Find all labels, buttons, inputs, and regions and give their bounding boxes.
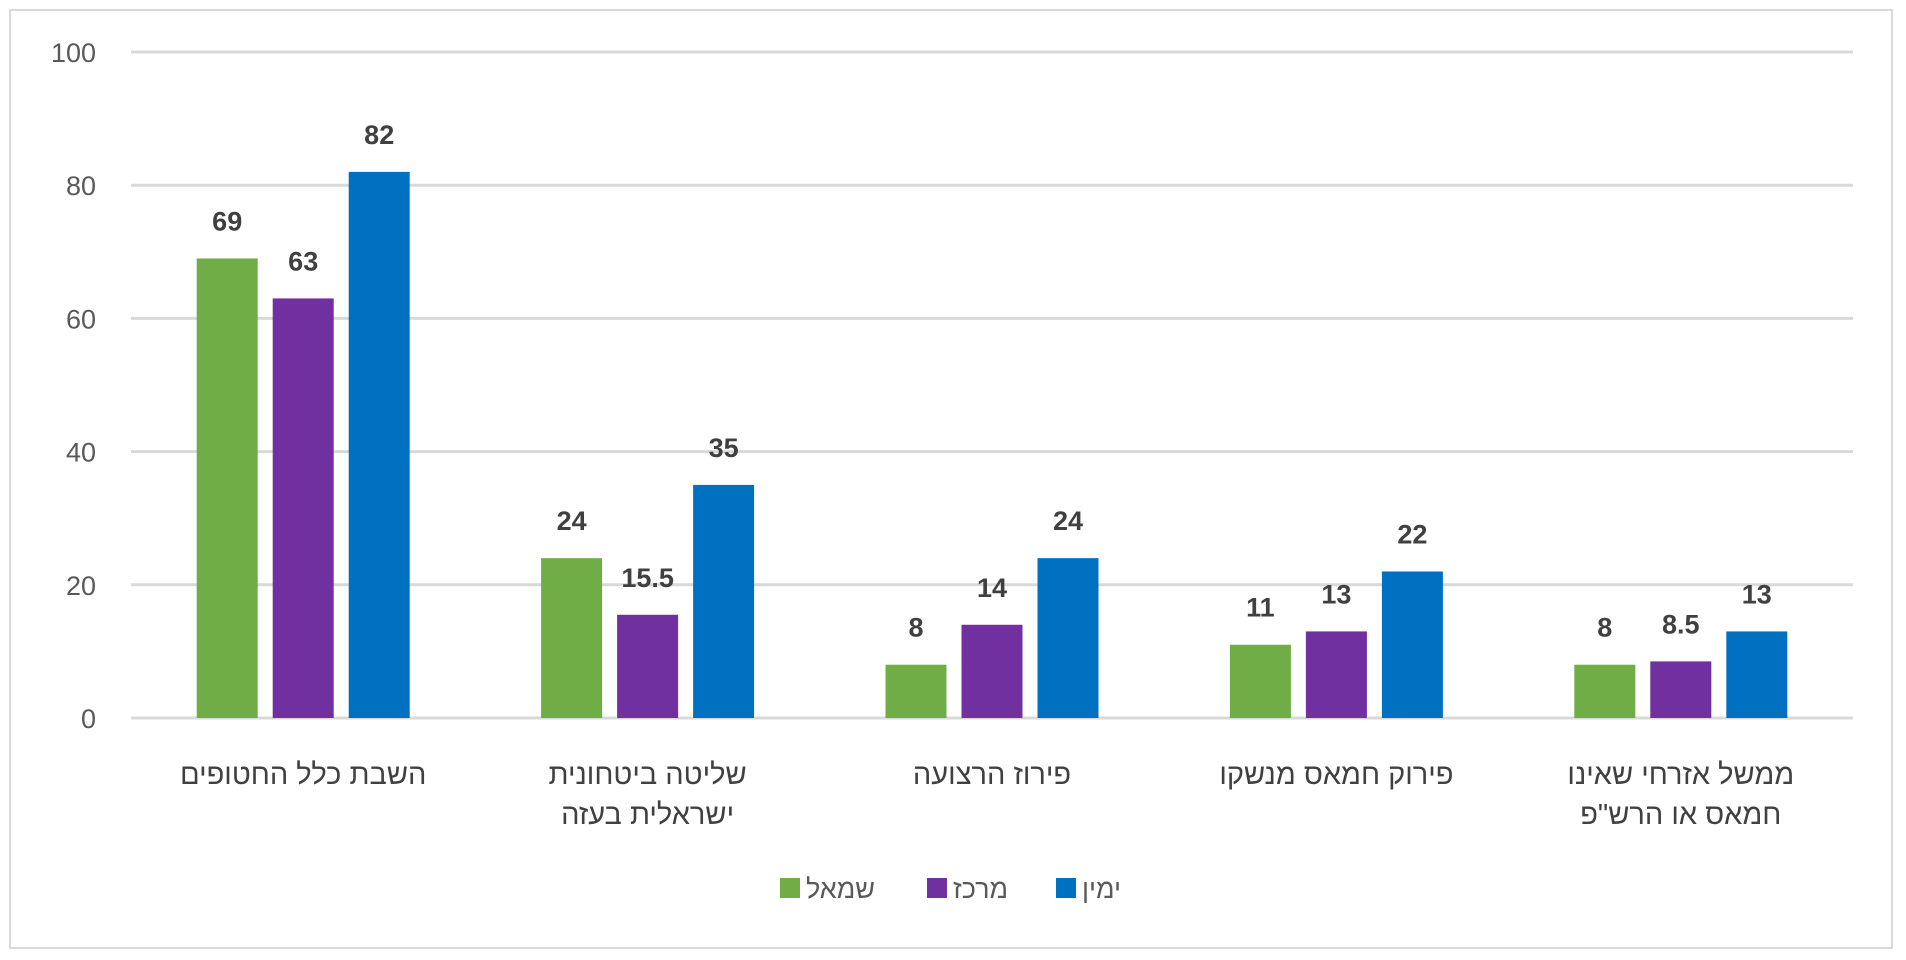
bar xyxy=(1381,571,1443,718)
bar xyxy=(348,171,410,718)
x-category-label: השבת כלל החטופים xyxy=(180,759,426,791)
legend-swatch xyxy=(1056,878,1076,898)
bar xyxy=(617,614,679,718)
bar xyxy=(1726,631,1788,718)
bar xyxy=(1037,558,1099,718)
data-label: 13 xyxy=(1742,579,1772,609)
bar xyxy=(196,258,258,718)
legend-label: שמאל xyxy=(806,874,875,904)
legend-swatch xyxy=(927,878,947,898)
data-label: 8 xyxy=(908,613,923,643)
x-category-label: פירוק חמאס מנשקו xyxy=(1219,759,1453,791)
bar xyxy=(1305,631,1367,718)
bar xyxy=(541,558,603,718)
y-tick-label: 0 xyxy=(81,704,96,734)
data-label: 24 xyxy=(557,506,587,536)
bar xyxy=(1650,661,1712,718)
x-category-label: ישראלית בעזה xyxy=(561,799,734,831)
data-label: 15.5 xyxy=(621,563,674,593)
data-label: 8 xyxy=(1597,613,1612,643)
legend-label: מרכז xyxy=(953,874,1008,904)
bar xyxy=(885,664,947,718)
x-category-label: חמאס או הרש"פ xyxy=(1580,799,1781,831)
bar xyxy=(961,624,1023,718)
legend-swatch xyxy=(780,878,800,898)
data-label: 13 xyxy=(1321,579,1351,609)
data-label: 69 xyxy=(212,206,242,236)
legend-label: ימין xyxy=(1082,874,1121,904)
y-tick-label: 100 xyxy=(51,38,96,68)
y-tick-label: 60 xyxy=(66,304,96,334)
bar xyxy=(693,484,755,718)
bar xyxy=(272,298,334,718)
data-label: 14 xyxy=(977,573,1007,603)
data-label: 8.5 xyxy=(1662,609,1700,639)
data-label: 22 xyxy=(1397,519,1427,549)
x-category-label: פירוז הרצועה xyxy=(913,759,1071,791)
chart-frame xyxy=(9,9,1893,949)
bar xyxy=(1229,644,1291,718)
x-category-label: שליטה ביטחונית xyxy=(549,759,747,791)
data-label: 82 xyxy=(364,120,394,150)
y-tick-label: 20 xyxy=(66,571,96,601)
data-label: 24 xyxy=(1053,506,1083,536)
bar xyxy=(1574,664,1636,718)
y-tick-label: 80 xyxy=(66,171,96,201)
data-label: 35 xyxy=(709,433,739,463)
y-tick-label: 40 xyxy=(66,438,96,468)
x-category-label: ממשל אזרחי שאינו xyxy=(1567,759,1794,791)
data-label: 11 xyxy=(1246,593,1275,623)
data-label: 63 xyxy=(288,246,318,276)
